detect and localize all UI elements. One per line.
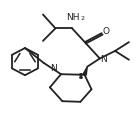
Text: N: N [50,64,57,73]
Polygon shape [83,67,87,75]
Text: N: N [100,55,107,64]
Text: 2: 2 [80,16,84,21]
Text: NH: NH [66,13,80,21]
Text: O: O [103,27,110,36]
